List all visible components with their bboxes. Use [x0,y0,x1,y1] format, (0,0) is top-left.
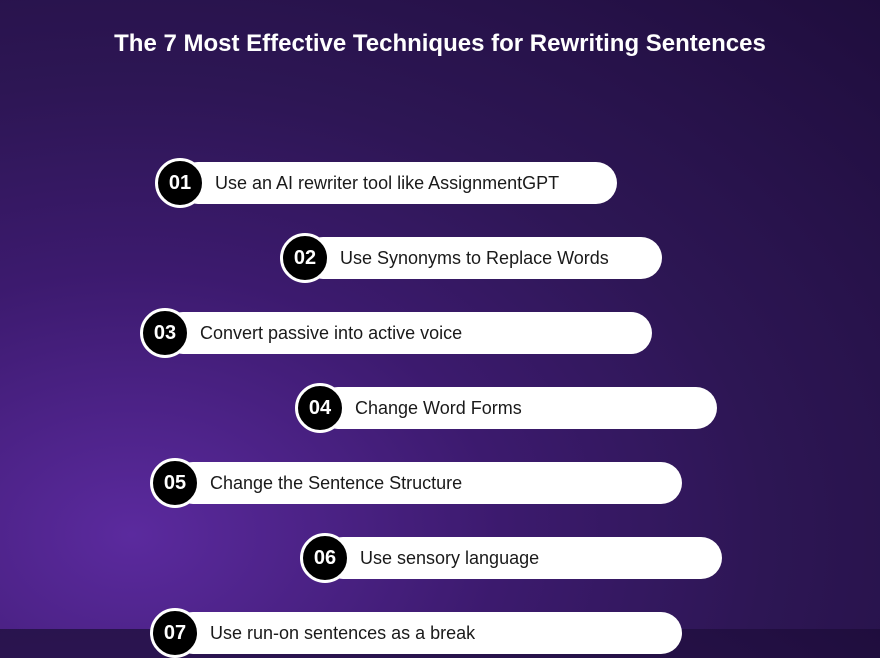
page-title: The 7 Most Effective Techniques for Rewr… [0,0,880,78]
item-label: Use sensory language [322,537,722,579]
number-badge: 06 [300,533,350,583]
item-label: Convert passive into active voice [162,312,652,354]
list-item: 05Change the Sentence Structure [150,458,682,508]
item-label: Change Word Forms [317,387,717,429]
list-item: 06Use sensory language [300,533,722,583]
item-label: Use run-on sentences as a break [172,612,682,654]
list-item: 03Convert passive into active voice [140,308,652,358]
list-item: 07Use run-on sentences as a break [150,608,682,658]
list-item: 01Use an AI rewriter tool like Assignmen… [155,158,617,208]
number-badge: 04 [295,383,345,433]
item-label: Use an AI rewriter tool like AssignmentG… [177,162,617,204]
number-badge: 07 [150,608,200,658]
list-item: 04Change Word Forms [295,383,717,433]
number-badge: 02 [280,233,330,283]
item-label: Use Synonyms to Replace Words [302,237,662,279]
number-badge: 01 [155,158,205,208]
item-label: Change the Sentence Structure [172,462,682,504]
number-badge: 05 [150,458,200,508]
list-item: 02Use Synonyms to Replace Words [280,233,662,283]
number-badge: 03 [140,308,190,358]
